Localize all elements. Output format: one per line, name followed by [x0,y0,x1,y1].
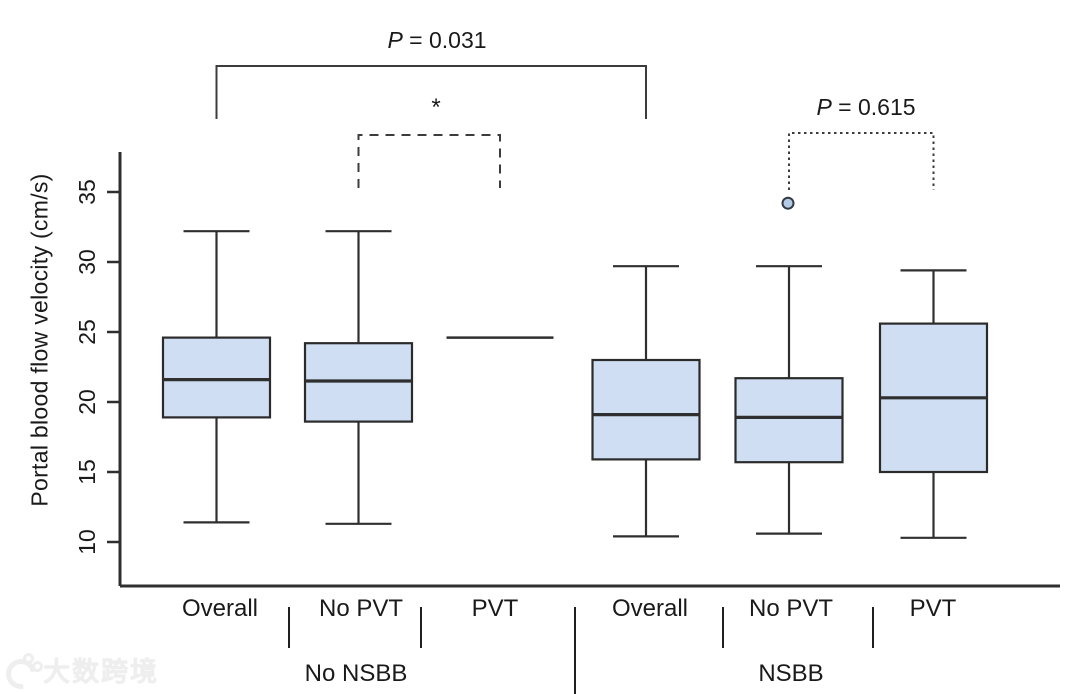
x-label-nsbb-overall: Overall [611,595,689,622]
group-divider [574,607,576,694]
y-tick-label: 15 [74,459,100,485]
x-label-nonsbb-overall: Overall [181,595,259,622]
label-divider [420,607,422,648]
x-label-nsbb-pvt: PVT [909,595,957,622]
y-tick-label: 10 [74,529,100,555]
outlier-point [781,196,795,210]
p-value-label-nsbb-pvt: P = 0.615 [816,94,916,120]
watermark: 大数跨境 [0,650,159,694]
p-value-label-overall: P = 0.031 [387,27,487,53]
x-label-nonsbb-nopvt: No PVT [318,595,404,622]
watermark-logo-icon [0,652,43,694]
significance-star-label: * [431,94,441,121]
y-tick-label: 20 [74,389,100,415]
significance-bracket-dotted [788,132,935,190]
y-axis-title: Portal blood flow velocity (cm/s) [26,173,53,507]
y-tick-label: 35 [74,179,100,205]
label-divider [288,607,290,648]
label-divider [722,607,724,648]
x-label-nonsbb-pvt: PVT [471,595,519,622]
group-label-nsbb: NSBB [758,660,824,687]
label-divider [872,607,874,648]
y-tick-label: 25 [74,319,100,345]
y-tick-label: 30 [74,249,100,275]
significance-bracket-dashed [357,134,501,188]
watermark-text: 大数跨境 [43,657,159,687]
x-label-nsbb-nopvt: No PVT [748,595,834,622]
iqr-box [734,377,844,464]
iqr-box [161,336,272,419]
iqr-box [591,358,701,461]
significance-bracket-solid [215,65,647,119]
group-label-no-nsbb: No NSBB [304,660,408,687]
